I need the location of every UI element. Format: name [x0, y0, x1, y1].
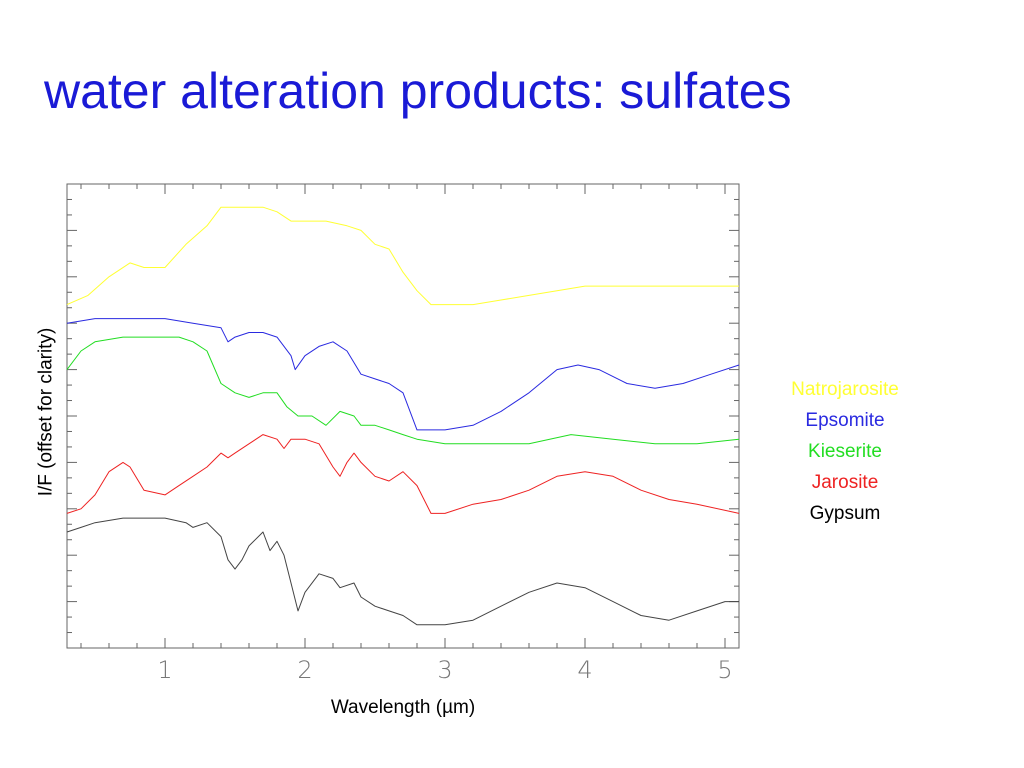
series-line-jarosite: [66, 434, 740, 514]
legend-entry-kieserite: Kieserite: [808, 441, 882, 462]
x-tick-label: 1: [157, 656, 172, 684]
x-tick-label: 2: [297, 656, 312, 684]
legend-entry-natrojarosite: Natrojarosite: [791, 379, 899, 400]
legend-entry-gypsum: Gypsum: [809, 503, 881, 524]
y-axis-ticks: [67, 198, 739, 634]
y-axis-label: I/F (offset for clarity): [36, 328, 57, 497]
legend-entry-jarosite: Jarosite: [811, 472, 879, 493]
series-line-gypsum: [66, 517, 739, 626]
x-axis-ticks: 1 2 3 4 5: [80, 184, 733, 684]
series-line-natrojarosite: [66, 206, 739, 306]
x-tick-label: 4: [577, 656, 592, 684]
legend: Natrojarosite Epsomite Kieserite Jarosite Gy…: [760, 374, 930, 529]
legend-entry-epsomite: Epsomite: [805, 410, 885, 431]
x-axis-label: Wavelength (µm): [331, 697, 475, 718]
plot-frame: [66, 183, 740, 649]
slide-title: water alteration products: sulfates: [44, 63, 792, 119]
x-tick-label: 3: [437, 656, 452, 684]
x-tick-label: 5: [717, 656, 732, 684]
series-layer: [66, 206, 740, 626]
series-line-epsomite: [66, 318, 740, 431]
series-line-kieserite: [66, 336, 740, 445]
